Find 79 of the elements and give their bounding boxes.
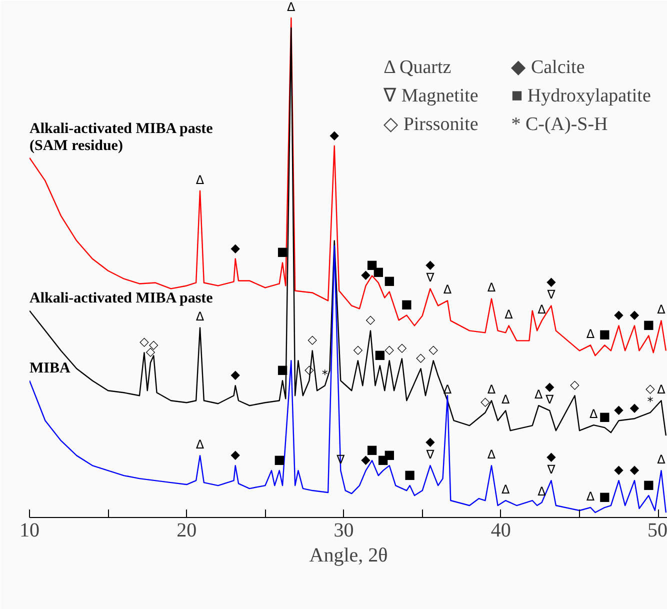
x-tick-label: 10 [20,520,40,542]
annotation: ■ [598,410,610,424]
x-tick-label: 40 [490,520,511,542]
annotation: ◆ [426,434,436,449]
annotation: ■ [404,468,416,482]
annotation: ■ [598,490,610,504]
annotation: ◆ [546,274,557,289]
annotation: ◇ [416,350,426,365]
annotation: ◇ Pirssonite [384,114,478,136]
annotation: ◆ Calcite [511,57,585,78]
annotation: * [322,368,328,382]
annotation: Δ [504,308,514,322]
annotation: ■ [642,478,654,492]
annotation: Δ [487,280,496,295]
annotation: Δ [502,392,511,407]
annotation: ◆ [614,402,624,417]
annotation: ■ [598,327,610,342]
annotation: ◆ [230,368,241,382]
annotation: Δ [538,484,547,499]
annotation: ◇ [428,342,439,357]
annotation: ■ Hydroxylapatite [511,86,651,107]
annotation: Δ [657,382,666,397]
annotation: ◇ [366,312,376,327]
annotation: ■ [384,274,396,288]
annotation: ◆ [614,462,624,477]
x-tick-label: 50 [648,520,667,542]
annotation: ◇ [384,342,395,357]
x-tick-label: 20 [176,520,197,542]
annotation: Δ [287,0,296,14]
annotation: ■ [400,297,412,312]
annotation: ■ [374,348,386,362]
series-label: Alkali-activated MIBA paste [30,290,214,307]
annotation: ∇ Magnetite [382,86,478,107]
annotation: ∇ [546,288,556,302]
annotation: ◇ [397,340,408,355]
annotation: Δ [534,388,544,402]
annotation: ∇ [544,392,555,407]
annotation: * C-(A)-S-H [511,114,608,136]
annotation: Δ [590,407,599,422]
annotation: Δ [586,327,596,342]
annotation: Δ [538,302,547,317]
annotation: ◆ [230,448,241,462]
annotation: Δ [196,438,205,452]
annotation: ◆ [330,128,340,142]
series-label: Alkali-activated MIBA paste (SAM residue) [30,120,214,154]
annotation: Δ [196,172,205,187]
annotation: ◇ [140,334,150,349]
annotation: ◇ [480,394,491,409]
annotation: * [647,394,654,409]
annotation: ◆ [614,308,624,322]
annotation: ◆ [630,462,640,477]
annotation: ◆ [630,308,640,322]
annotation: ◇ [353,342,364,357]
annotation: ◆ [545,380,556,394]
annotation: ◇ [308,332,318,347]
annotation: ◇ [646,382,656,396]
annotation: Δ [443,282,452,297]
annotation: Δ [502,482,511,497]
x-tick-label: 30 [334,520,354,542]
annotation: Δ [196,310,205,324]
series-label: MIBA [30,360,70,377]
annotation: ◆ [546,450,557,464]
annotation: ■ [366,442,378,457]
annotation: Δ Quartz [384,57,452,78]
annotation: Δ [487,382,496,397]
annotation: ◇ [570,378,580,392]
annotation: ◆ [230,240,241,255]
x-axis-title: Angle, 2θ [309,544,388,566]
annotation: Δ [657,302,666,317]
annotation: Δ [586,490,596,504]
annotation: ◆ [630,400,640,415]
annotation: Δ [487,448,496,462]
annotation: ◆ [426,258,436,272]
annotation: ∇ [425,448,436,462]
annotation: ■ [642,318,654,332]
annotation: ■ [274,452,286,467]
annotation: ∇ [546,462,556,477]
annotation: Δ [657,452,666,467]
annotation: ∇ [425,270,436,285]
